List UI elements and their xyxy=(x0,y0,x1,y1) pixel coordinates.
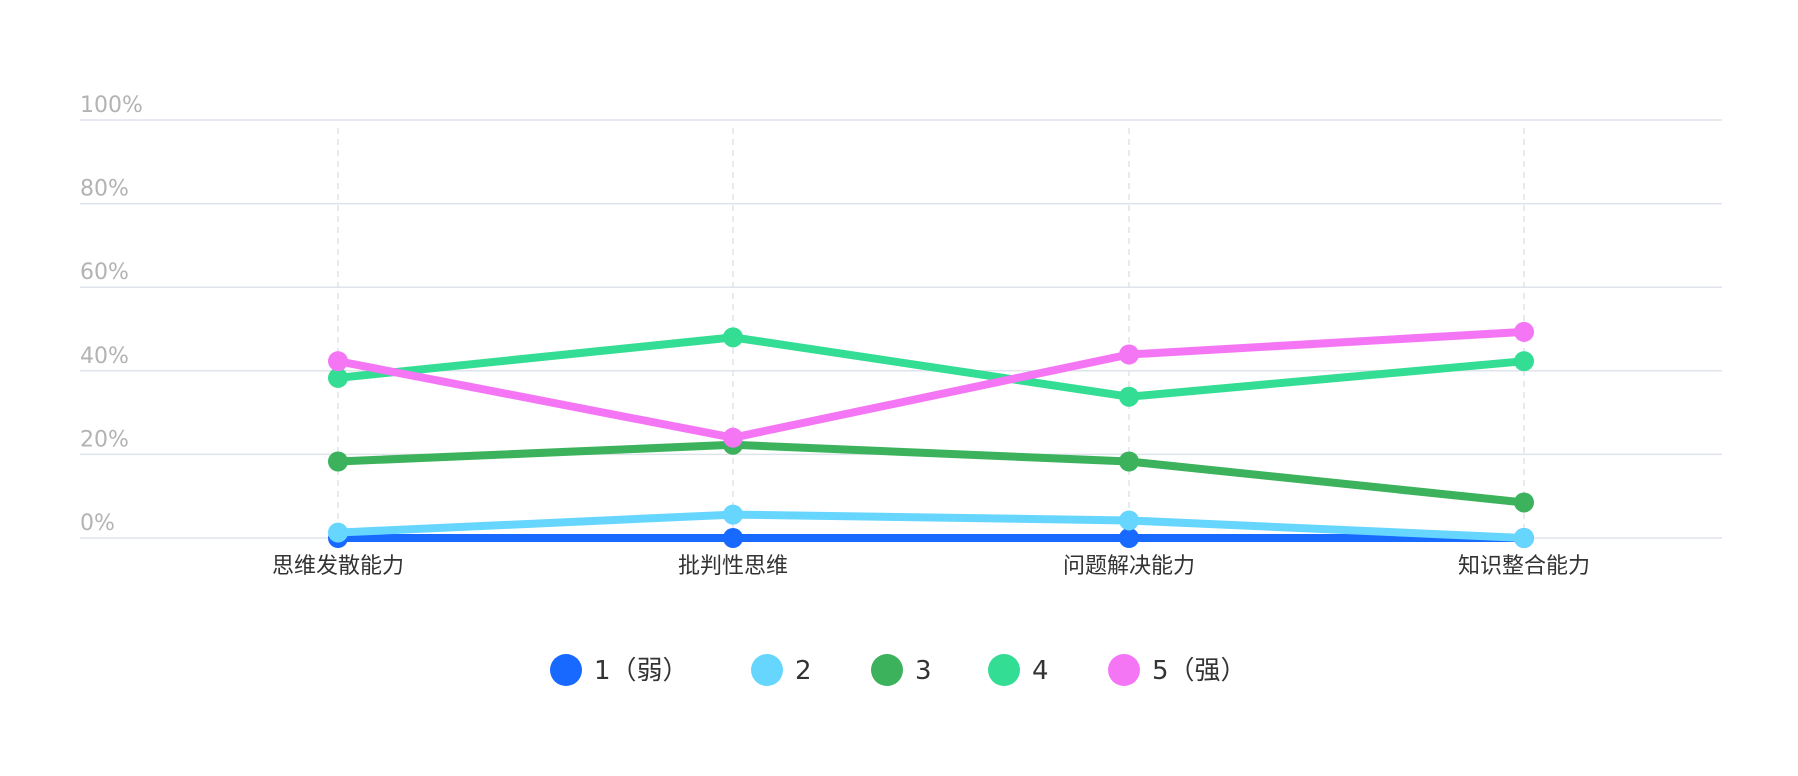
x-tick-label: 知识整合能力 xyxy=(1458,554,1590,579)
y-tick-label: 0% xyxy=(80,511,115,536)
legend-item: 2 xyxy=(751,654,812,686)
legend-item: 5（强） xyxy=(1108,654,1247,686)
y-tick-label: 20% xyxy=(80,427,129,452)
series-4 xyxy=(328,327,1534,407)
legend-marker xyxy=(988,654,1020,686)
data-point xyxy=(723,528,743,548)
series-5 xyxy=(328,321,1534,448)
data-point xyxy=(328,367,348,388)
data-point xyxy=(1119,386,1139,407)
data-point xyxy=(1119,451,1139,472)
y-tick-label: 60% xyxy=(80,260,129,285)
y-tick-label: 100% xyxy=(80,93,143,118)
series-line xyxy=(334,333,1528,401)
data-point xyxy=(1514,351,1534,372)
data-point xyxy=(328,522,348,543)
x-axis-ticks: 思维发散能力 批判性思维 问题解决能力 知识整合能力 xyxy=(272,554,1590,579)
legend-label: 5（强） xyxy=(1152,656,1247,686)
y-axis-ticks: 0% 20% 40% 60% 80% 100% xyxy=(80,93,143,536)
grid-layer xyxy=(80,119,1722,539)
x-tick-label: 批判性思维 xyxy=(678,554,788,579)
y-tick-label: 80% xyxy=(80,177,129,202)
series-3 xyxy=(328,434,1534,513)
series-line xyxy=(334,440,1528,507)
data-point xyxy=(1514,321,1534,342)
legend-marker xyxy=(550,654,582,686)
data-point xyxy=(1119,510,1139,531)
legend-item: 4 xyxy=(988,654,1049,686)
data-point xyxy=(723,327,743,348)
data-point xyxy=(1119,344,1139,365)
legend-marker xyxy=(871,654,903,686)
legend: 1（弱） 2 3 4 5（强） xyxy=(550,654,1247,686)
legend-marker xyxy=(1108,654,1140,686)
data-point xyxy=(1514,528,1534,548)
x-tick-label: 思维发散能力 xyxy=(272,554,404,579)
legend-label: 2 xyxy=(795,656,812,686)
data-point xyxy=(723,427,743,448)
series-layer xyxy=(328,321,1534,548)
y-tick-label: 40% xyxy=(80,344,129,369)
legend-label: 4 xyxy=(1032,656,1049,686)
legend-label: 3 xyxy=(915,656,932,686)
legend-label: 1（弱） xyxy=(594,656,689,686)
legend-item: 1（弱） xyxy=(550,654,689,686)
data-point xyxy=(328,451,348,472)
x-tick-label: 问题解决能力 xyxy=(1063,554,1195,579)
data-point xyxy=(1514,492,1534,513)
data-point xyxy=(1119,528,1139,548)
series-line xyxy=(334,327,1528,442)
legend-marker xyxy=(751,654,783,686)
legend-item: 3 xyxy=(871,654,932,686)
data-point xyxy=(328,351,348,372)
data-point xyxy=(723,504,743,525)
series-line xyxy=(334,510,1528,542)
series-2 xyxy=(328,504,1534,548)
